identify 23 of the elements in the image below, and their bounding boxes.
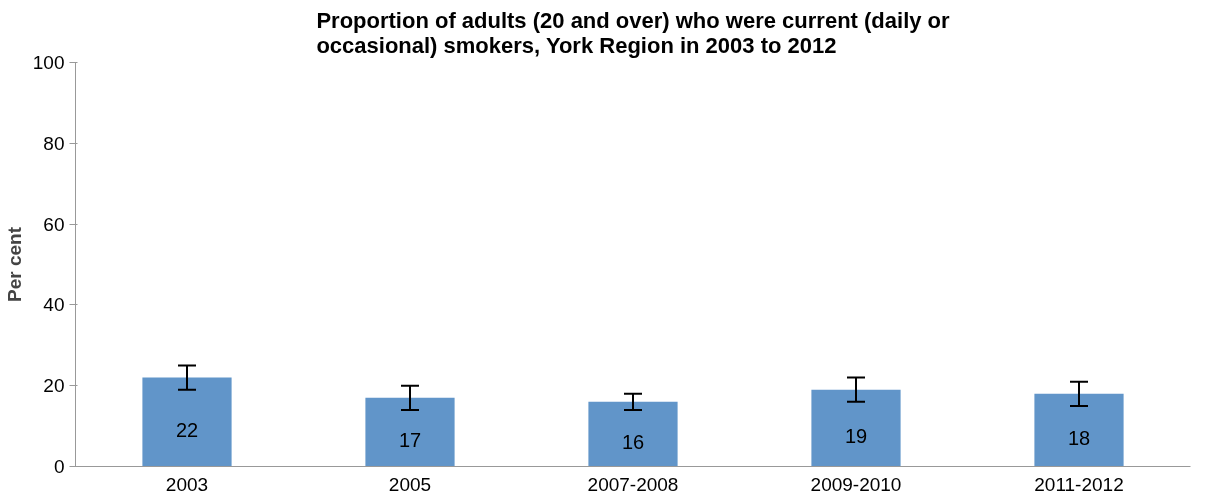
data-label: 17	[398, 429, 422, 452]
x-tick-label: 2005	[388, 473, 432, 495]
x-tick-label: 2007-2008	[587, 473, 679, 495]
bar	[365, 397, 455, 467]
y-tick-label: 40	[43, 294, 65, 316]
data-label: 18	[1067, 427, 1091, 450]
data-label: 19	[844, 425, 868, 448]
y-axis-title: Per cent	[3, 226, 25, 302]
y-tick-label: 100	[32, 52, 65, 73]
y-tick-label: 20	[43, 375, 65, 397]
bar	[588, 401, 678, 467]
chart-title: Proportion of adults (20 and over) who were current (daily or occasional) smokers, York Region in 2003 to 2012	[316, 7, 951, 58]
data-label: 22	[175, 419, 199, 442]
x-tick-label: 2003	[165, 473, 209, 495]
bar	[1034, 393, 1124, 467]
bar	[811, 389, 901, 467]
y-tick-label: 60	[43, 213, 65, 235]
bar	[142, 377, 232, 467]
x-tick-label: 2009-2010	[810, 473, 902, 495]
data-label: 16	[621, 431, 645, 454]
y-tick-label: 80	[43, 132, 65, 154]
x-tick-label: 2011-2012	[1034, 473, 1124, 495]
y-tick-label: 0	[53, 456, 65, 477]
